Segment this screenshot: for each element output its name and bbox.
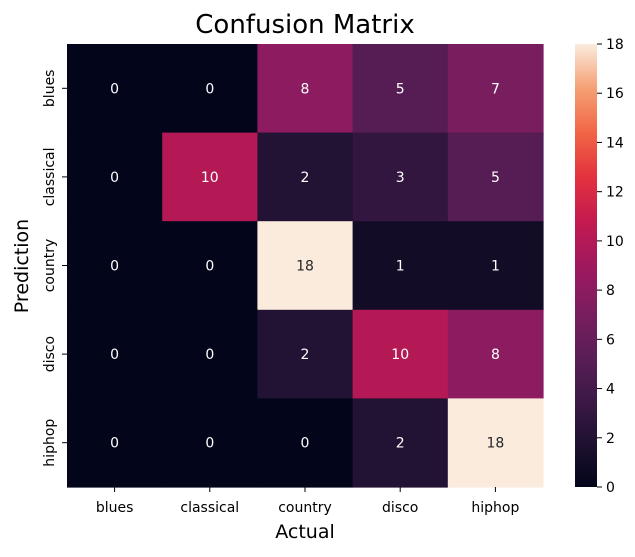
heatmap-cell-hiphop-disco (352, 398, 449, 488)
cell-value-label: 8 (301, 81, 310, 97)
cell-value-label: 0 (205, 436, 214, 452)
cell-value-label: 2 (301, 170, 310, 186)
heatmap-cell-classical-country (257, 132, 354, 222)
cell-value-label: 10 (201, 170, 219, 186)
heatmap-cell-disco-hiphop (447, 309, 544, 399)
cell-value-label: 0 (205, 81, 214, 97)
cell-value-label: 0 (205, 259, 214, 275)
y-axis-ticks: blues classical country disco hiphop (42, 70, 67, 467)
heatmap-cell-hiphop-hiphop (447, 398, 544, 488)
heatmap-cell-country-blues (67, 221, 163, 311)
heatmap-cell-disco-country (257, 309, 354, 399)
heatmap-cell-blues-blues (67, 44, 163, 134)
colorbar: 0 2 4 6 8 10 12 14 16 18 (575, 37, 624, 496)
colorbar-tick-label: 4 (606, 382, 615, 398)
y-axis-label: Prediction (11, 219, 33, 313)
cell-value-label: 2 (396, 436, 405, 452)
heatmap-cell-country-disco (352, 221, 449, 311)
heatmap-cell-blues-disco (352, 44, 449, 134)
cell-value-label: 3 (396, 170, 405, 186)
x-tick-label-hiphop: hiphop (471, 500, 519, 516)
cell-value-label: 18 (296, 259, 314, 275)
colorbar-tick-label: 16 (606, 86, 624, 102)
cell-value-label: 0 (205, 347, 214, 363)
heatmap-cell-blues-hiphop (447, 44, 544, 134)
cell-value-labels: 0 0 8 5 70 10 2 3 50 0 18 1 10 0 2 10 80 0 0 2 18 (110, 81, 504, 451)
colorbar-tick-label: 14 (606, 135, 624, 151)
cell-value-label: 0 (110, 259, 119, 275)
cell-value-label: 1 (491, 259, 500, 275)
cell-value-label: 5 (491, 170, 500, 186)
heatmap-cell-hiphop-classical (162, 398, 258, 488)
cell-value-label: 10 (391, 347, 409, 363)
colorbar-tick-label: 0 (606, 480, 615, 496)
heatmap-cell-classical-disco (352, 132, 449, 222)
x-tick-label-disco: disco (382, 500, 418, 516)
heatmap-cell-hiphop-country (257, 398, 354, 488)
y-tick-label-hiphop: hiphop (42, 419, 58, 467)
cell-value-label: 0 (110, 347, 119, 363)
cell-value-label: 0 (110, 81, 119, 97)
colorbar-tick-label: 8 (606, 283, 615, 299)
heatmap-cell-disco-disco (352, 309, 449, 399)
cell-value-label: 7 (491, 81, 500, 97)
cell-value-label: 5 (396, 81, 405, 97)
colorbar-tick-label: 6 (606, 332, 615, 348)
heatmap-cell-disco-classical (162, 309, 258, 399)
x-axis-label: Actual (275, 521, 335, 543)
x-axis-ticks: blues classical country disco hiphop (96, 487, 519, 516)
heatmap-cell-hiphop-blues (67, 398, 163, 488)
cell-value-label: 18 (486, 436, 504, 452)
heatmap-cell-country-hiphop (447, 221, 544, 311)
x-tick-label-classical: classical (180, 500, 239, 516)
cell-value-label: 2 (301, 347, 310, 363)
cell-value-label: 0 (110, 170, 119, 186)
colorbar-tick-label: 2 (606, 431, 615, 447)
chart-title: Confusion Matrix (195, 10, 414, 40)
y-tick-label-disco: disco (42, 336, 58, 372)
cell-value-label: 8 (491, 347, 500, 363)
colorbar-tick-label: 10 (606, 234, 624, 250)
y-tick-label-country: country (42, 239, 58, 293)
x-tick-label-blues: blues (96, 500, 134, 516)
heatmap-cells (67, 44, 544, 488)
colorbar-tick-label: 12 (606, 185, 624, 201)
heatmap-cell-classical-blues (67, 132, 163, 222)
heatmap-cell-disco-blues (67, 309, 163, 399)
cell-value-label: 1 (396, 259, 405, 275)
heatmap-cell-blues-classical (162, 44, 258, 134)
heatmap-cell-blues-country (257, 44, 354, 134)
y-tick-label-classical: classical (42, 147, 58, 206)
heatmap-cell-classical-classical (162, 132, 258, 222)
colorbar-tick-label: 18 (606, 37, 624, 53)
colorbar-ticks: 0 2 4 6 8 10 12 14 16 18 (597, 37, 624, 496)
heatmap-cell-country-country (257, 221, 354, 311)
heatmap-cell-country-classical (162, 221, 258, 311)
x-tick-label-country: country (278, 500, 332, 516)
y-tick-label-blues: blues (42, 70, 58, 108)
cell-value-label: 0 (110, 436, 119, 452)
heatmap-cell-classical-hiphop (447, 132, 544, 222)
colorbar-gradient (575, 44, 597, 487)
cell-value-label: 0 (301, 436, 310, 452)
